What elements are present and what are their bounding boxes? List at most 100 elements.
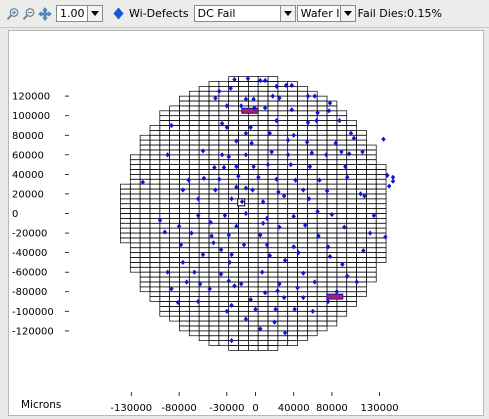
defect-point[interactable] — [201, 175, 207, 181]
die-cell[interactable] — [277, 203, 289, 209]
die-cell[interactable] — [247, 86, 259, 92]
die-cell[interactable] — [238, 320, 249, 327]
die-cell[interactable] — [366, 222, 377, 229]
die-cell[interactable] — [218, 296, 230, 302]
die-cell[interactable] — [267, 203, 279, 209]
die-cell[interactable] — [149, 154, 161, 161]
die-cell[interactable] — [179, 208, 190, 214]
die-cell[interactable] — [198, 242, 210, 249]
die-cell[interactable] — [228, 213, 239, 219]
die-cell[interactable] — [336, 208, 348, 214]
die-cell[interactable] — [188, 188, 200, 195]
die-cell[interactable] — [169, 276, 180, 283]
die-cell[interactable] — [218, 203, 230, 209]
die-cell[interactable] — [346, 222, 357, 229]
die-cell[interactable] — [238, 345, 249, 351]
die-cell[interactable] — [287, 144, 298, 151]
die-cell[interactable] — [188, 120, 200, 126]
die-cell[interactable] — [287, 203, 298, 209]
die-cell[interactable] — [198, 325, 210, 332]
defect-point[interactable] — [276, 189, 281, 195]
die-cell[interactable] — [287, 164, 298, 170]
defect-point[interactable] — [241, 242, 247, 248]
die-cell[interactable] — [139, 286, 151, 293]
die-cell[interactable] — [346, 144, 357, 151]
die-cell[interactable] — [247, 271, 259, 278]
die-cell[interactable] — [139, 198, 151, 205]
die-cell[interactable] — [198, 227, 210, 234]
die-cell[interactable] — [297, 227, 308, 234]
die-cell[interactable] — [287, 281, 298, 288]
die-cell[interactable] — [218, 330, 230, 337]
die-cell[interactable] — [297, 115, 308, 121]
die-cell[interactable] — [198, 232, 210, 239]
die-cell[interactable] — [326, 306, 338, 312]
die-cell[interactable] — [287, 291, 298, 297]
die-cell[interactable] — [120, 203, 131, 209]
die-cell[interactable] — [287, 276, 298, 283]
die-cell[interactable] — [238, 247, 249, 253]
die-cell[interactable] — [336, 178, 348, 185]
die-cell[interactable] — [277, 208, 289, 214]
die-cell[interactable] — [228, 203, 239, 209]
die-cell[interactable] — [375, 222, 387, 229]
die-cell[interactable] — [307, 271, 318, 278]
die-cell[interactable] — [218, 315, 230, 322]
defect-point[interactable] — [239, 199, 245, 205]
die-cell[interactable] — [297, 315, 308, 322]
defect-point[interactable] — [334, 289, 339, 295]
die-cell[interactable] — [356, 159, 367, 165]
die-cell[interactable] — [326, 320, 338, 327]
die-cell[interactable] — [247, 134, 259, 141]
die-cell[interactable] — [159, 203, 170, 209]
die-cell[interactable] — [267, 247, 279, 253]
die-cell[interactable] — [356, 237, 367, 244]
defect-point[interactable] — [281, 193, 287, 199]
die-cell[interactable] — [257, 227, 269, 234]
die-cell[interactable] — [356, 144, 367, 151]
die-cell[interactable] — [277, 325, 289, 332]
die-cell[interactable] — [139, 193, 151, 200]
die-cell[interactable] — [208, 86, 220, 92]
defect-point[interactable] — [207, 286, 212, 292]
die-cell[interactable] — [366, 169, 377, 175]
die-cell[interactable] — [198, 320, 210, 327]
die-cell[interactable] — [139, 188, 151, 195]
die-cell[interactable] — [228, 81, 239, 87]
die-cell[interactable] — [287, 86, 298, 92]
die-cell[interactable] — [267, 345, 279, 351]
die-cell[interactable] — [336, 144, 348, 151]
die-cell[interactable] — [208, 115, 220, 121]
die-cell[interactable] — [316, 306, 328, 312]
filter-combo[interactable]: DC Fail — [193, 5, 296, 22]
die-cell[interactable] — [198, 110, 210, 117]
die-cell[interactable] — [307, 320, 318, 327]
die-cell[interactable] — [316, 174, 328, 180]
die-cell[interactable] — [316, 213, 328, 219]
die-cell[interactable] — [238, 81, 249, 87]
die-cell[interactable] — [267, 237, 279, 244]
defect-point[interactable] — [326, 108, 332, 114]
die-cell[interactable] — [287, 296, 298, 302]
die-cell[interactable] — [228, 159, 239, 165]
die-cell[interactable] — [346, 198, 357, 205]
die-cell[interactable] — [129, 159, 141, 165]
die-cell[interactable] — [139, 257, 151, 263]
die-cell[interactable] — [336, 227, 348, 234]
die-cell[interactable] — [188, 286, 200, 293]
die-cell[interactable] — [120, 227, 131, 234]
die-cell[interactable] — [198, 291, 210, 297]
defect-point[interactable] — [293, 177, 298, 183]
die-cell[interactable] — [247, 203, 259, 209]
die-cell[interactable] — [346, 159, 357, 165]
defect-point[interactable] — [224, 103, 229, 109]
die-cell[interactable] — [257, 286, 269, 293]
defect-point[interactable] — [317, 177, 322, 183]
defect-point[interactable] — [307, 164, 313, 170]
die-cell[interactable] — [316, 100, 328, 107]
die-cell[interactable] — [159, 125, 170, 131]
die-cell[interactable] — [375, 174, 387, 180]
die-cell[interactable] — [356, 262, 367, 268]
die-cell[interactable] — [267, 105, 279, 112]
zoom-level-combo[interactable]: 1.00 — [56, 5, 103, 22]
